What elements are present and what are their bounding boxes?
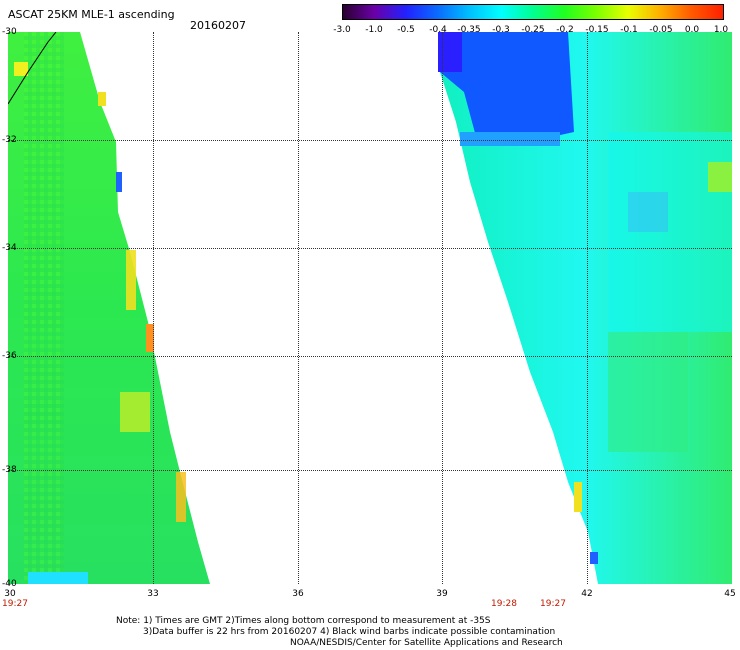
- grid-line-lat-38: [8, 470, 732, 471]
- colorbar-tick: -0.35: [457, 25, 481, 35]
- grid-line-lat-36: [8, 356, 732, 357]
- colorbar-tick: -0.2: [556, 25, 574, 35]
- colorbar-tick: -0.3: [492, 25, 510, 35]
- x-axis-label: 33: [147, 589, 159, 599]
- right-swath-low-region: [438, 32, 574, 144]
- y-axis-label: -30: [2, 27, 17, 37]
- note-line-3: NOAA/NESDIS/Center for Satellite Applica…: [290, 638, 563, 648]
- x-axis-label: 39: [436, 589, 448, 599]
- grid-line-lon-42: [587, 32, 588, 584]
- grid-line-lat-34: [8, 248, 732, 249]
- colorbar-tick: -0.1: [620, 25, 638, 35]
- colorbar-tick: -0.15: [585, 25, 609, 35]
- colorbar-tick: 1.0: [713, 25, 729, 35]
- colorbar-tick: -0.5: [397, 25, 415, 35]
- map-plot-area: [8, 32, 732, 584]
- colorbar-tick: -3.0: [333, 25, 351, 35]
- note-line-1: Note: 1) Times are GMT 2)Times along bot…: [116, 616, 491, 626]
- time-label: 19:28: [491, 599, 517, 609]
- colorbar-tick: 0.0: [684, 25, 700, 35]
- grid-line-lon-36: [298, 32, 299, 584]
- y-axis-label: -34: [2, 243, 17, 253]
- colorbar-tick: -0.25: [521, 25, 545, 35]
- colorbar-tick: -1.0: [365, 25, 383, 35]
- grid-line-lon-33: [153, 32, 154, 584]
- time-label: 19:27: [2, 599, 28, 609]
- y-axis-label: -38: [2, 465, 17, 475]
- y-axis-label: -40: [2, 579, 17, 589]
- y-axis-label: -32: [2, 135, 17, 145]
- grid-line-lon-39: [442, 32, 443, 584]
- grid-line-lat-32: [8, 140, 732, 141]
- plot-date: 20160207: [190, 19, 246, 32]
- x-axis-label: 36: [292, 589, 304, 599]
- colorbar-tick: -0.4: [429, 25, 447, 35]
- x-axis-label: 30: [4, 589, 16, 599]
- y-axis-label: -36: [2, 351, 17, 361]
- x-axis-label: 42: [581, 589, 593, 599]
- colorbar-tick: -0.05: [649, 25, 673, 35]
- plot-title: ASCAT 25KM MLE-1 ascending: [8, 8, 175, 21]
- time-label: 19:27: [540, 599, 566, 609]
- note-line-2: 3)Data buffer is 22 hrs from 20160207 4)…: [143, 627, 556, 637]
- x-axis-label: 45: [724, 589, 736, 599]
- colorbar: [342, 4, 724, 20]
- left-data-swath: [8, 32, 732, 584]
